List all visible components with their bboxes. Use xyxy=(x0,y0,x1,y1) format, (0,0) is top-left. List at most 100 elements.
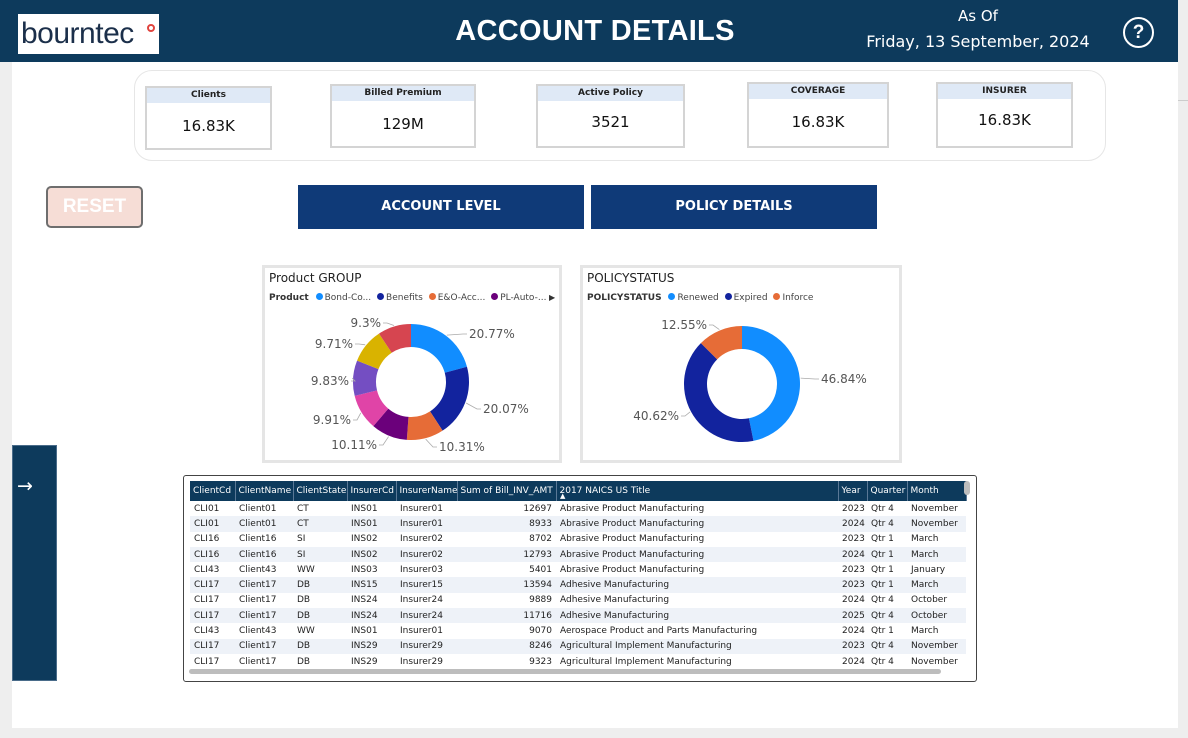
table-cell: 2024 xyxy=(838,516,867,532)
donut-slice[interactable] xyxy=(357,333,392,370)
table-cell: Abrasive Product Manufacturing xyxy=(556,516,838,532)
table-cell: CLI17 xyxy=(194,656,220,667)
table-cell: Client01 xyxy=(239,503,277,514)
kpi-label: COVERAGE xyxy=(749,84,887,99)
table-cell: 2024 xyxy=(842,595,865,606)
table-row[interactable]: CLI16 Client16 SI INS02 Insurer02 12793 Abrasi… xyxy=(190,546,966,563)
leader-line xyxy=(355,343,366,346)
vertical-scrollbar[interactable] xyxy=(964,481,970,495)
table-row[interactable]: CLI01 Client01 CT INS01 Insurer01 12697 Abrasi… xyxy=(190,501,966,516)
donut-slice[interactable] xyxy=(354,390,389,427)
data-label: 12.55% xyxy=(661,318,707,332)
table-cell: Client01 xyxy=(235,516,293,532)
data-label: 9.91% xyxy=(313,413,351,427)
table-row[interactable]: CLI43 Client43 WW INS01 Insurer01 9070 Aerospa… xyxy=(190,623,966,638)
donut-slice[interactable] xyxy=(430,366,469,431)
table-row[interactable]: CLI17 Client17 DB INS15 Insurer15 13594 Adhesi… xyxy=(190,577,966,593)
triangle-right-icon[interactable]: ▶ xyxy=(549,293,556,302)
table-cell: Qtr 4 xyxy=(867,638,907,654)
table-row[interactable]: CLI16 Client16 SI INS02 Insurer02 8702 Abrasiv… xyxy=(190,532,966,547)
column-header[interactable]: ClientName xyxy=(235,481,294,501)
donut-slice[interactable] xyxy=(700,326,742,360)
column-header[interactable]: ClientCd xyxy=(190,481,236,501)
side-panel-toggle[interactable]: → xyxy=(12,445,57,681)
kpi-card-active-policy: Active Policy 3521 xyxy=(536,84,685,148)
legend-item[interactable]: Renewed xyxy=(668,293,719,303)
donut-slice[interactable] xyxy=(353,360,379,396)
donut-slice[interactable] xyxy=(742,326,801,441)
policy-details-button[interactable]: POLICY DETAILS xyxy=(591,185,877,229)
table-cell: 8702 xyxy=(529,534,552,545)
table-cell: INS29 xyxy=(351,656,378,667)
kpi-value: 16.83K xyxy=(791,113,845,131)
legend-item[interactable]: E&O-Acc... xyxy=(428,293,485,303)
table-cell: Qtr 4 xyxy=(867,516,907,532)
table-row[interactable]: CLI43 Client43 WW INS03 Insurer03 5401 Abrasiv… xyxy=(190,562,966,577)
leader-line xyxy=(709,324,720,330)
kpi-card-coverage: COVERAGE 16.83K xyxy=(747,82,889,148)
table-row[interactable]: CLI17 Client17 DB INS29 Insurer29 8246 Agricul… xyxy=(190,638,966,654)
legend-swatch xyxy=(428,293,436,300)
table-row[interactable]: CLI17 Client17 DB INS24 Insurer24 9889 Adhesiv… xyxy=(190,593,966,608)
column-header[interactable]: InsurerName xyxy=(396,481,458,501)
table-cell: INS01 xyxy=(347,516,396,532)
help-icon[interactable]: ? xyxy=(1123,17,1154,48)
leader-line xyxy=(379,436,389,446)
table-row[interactable]: CLI01 Client01 CT INS01 Insurer01 8933 Abrasiv… xyxy=(190,516,966,532)
column-header[interactable]: 2017 NAICS US Title xyxy=(556,481,839,501)
data-label: 9.83% xyxy=(311,374,349,388)
table-cell: January xyxy=(911,564,946,575)
horizontal-scrollbar[interactable] xyxy=(189,669,941,674)
donut-slice[interactable] xyxy=(684,343,754,442)
table-cell: Insurer03 xyxy=(400,564,443,575)
leader-line xyxy=(425,438,437,448)
table-cell: 2023 xyxy=(842,564,865,575)
table-cell: DB xyxy=(293,577,347,593)
table-cell: 2024 xyxy=(838,546,867,563)
legend-swatch xyxy=(773,293,781,300)
as-of-label: As Of xyxy=(958,7,998,25)
account-level-button[interactable]: ACCOUNT LEVEL xyxy=(298,185,584,229)
table-cell: CLI17 xyxy=(190,577,235,593)
legend-swatch xyxy=(377,293,385,300)
table-cell: 12793 xyxy=(457,546,556,563)
table-cell: March xyxy=(911,626,939,637)
legend-item[interactable]: Inforce xyxy=(773,293,813,303)
legend-item[interactable]: Expired xyxy=(724,293,768,303)
column-header[interactable]: Month xyxy=(907,481,967,501)
table-cell: November xyxy=(907,516,966,532)
kpi-label: Clients xyxy=(147,88,270,103)
donut-slice[interactable] xyxy=(379,324,411,353)
table-cell: Abrasive Product Manufacturing xyxy=(560,503,705,514)
column-header[interactable]: ClientState xyxy=(293,481,348,501)
column-header[interactable]: Year xyxy=(838,481,868,501)
column-header[interactable]: Quarter xyxy=(867,481,908,501)
column-header[interactable]: InsurerCd xyxy=(347,481,397,501)
donut-slice[interactable] xyxy=(373,408,409,440)
legend-label: Renewed xyxy=(677,293,719,303)
table-row[interactable]: CLI17 Client17 DB INS24 Insurer24 11716 Adhesi… xyxy=(190,608,966,624)
table-cell: SI xyxy=(293,546,347,563)
donut-slice[interactable] xyxy=(406,411,443,440)
table-cell: CLI43 xyxy=(194,626,220,637)
header-bar: bourntec ACCOUNT DETAILS As Of Friday, 1… xyxy=(0,0,1178,62)
reset-button[interactable]: RESET xyxy=(46,186,143,228)
table-row[interactable]: CLI17 Client17 DB INS29 Insurer29 9323 Agricul… xyxy=(190,654,966,669)
table-cell: CLI17 xyxy=(194,595,220,606)
table-cell: Client43 xyxy=(239,564,277,575)
table-cell: Client17 xyxy=(235,577,293,593)
table-cell: Agricultural Implement Manufacturing xyxy=(560,656,732,667)
legend-label: Benefits xyxy=(386,293,423,303)
table-cell: 13594 xyxy=(457,577,556,593)
column-header[interactable]: Sum of Bill_INV_AMT xyxy=(457,481,557,501)
table-cell: Abrasive Product Manufacturing xyxy=(560,564,705,575)
table-cell: Qtr 4 xyxy=(871,503,894,514)
legend-item[interactable]: PL-Auto-... xyxy=(491,293,546,303)
legend-item[interactable]: Benefits xyxy=(377,293,423,303)
table-cell: Insurer02 xyxy=(400,534,443,545)
table-cell: INS01 xyxy=(351,626,378,637)
sort-ascending-icon[interactable]: ▲ xyxy=(560,492,566,500)
donut-slice[interactable] xyxy=(411,324,467,373)
table-cell: 5401 xyxy=(529,564,552,575)
legend-item[interactable]: Bond-Co... xyxy=(315,293,371,303)
